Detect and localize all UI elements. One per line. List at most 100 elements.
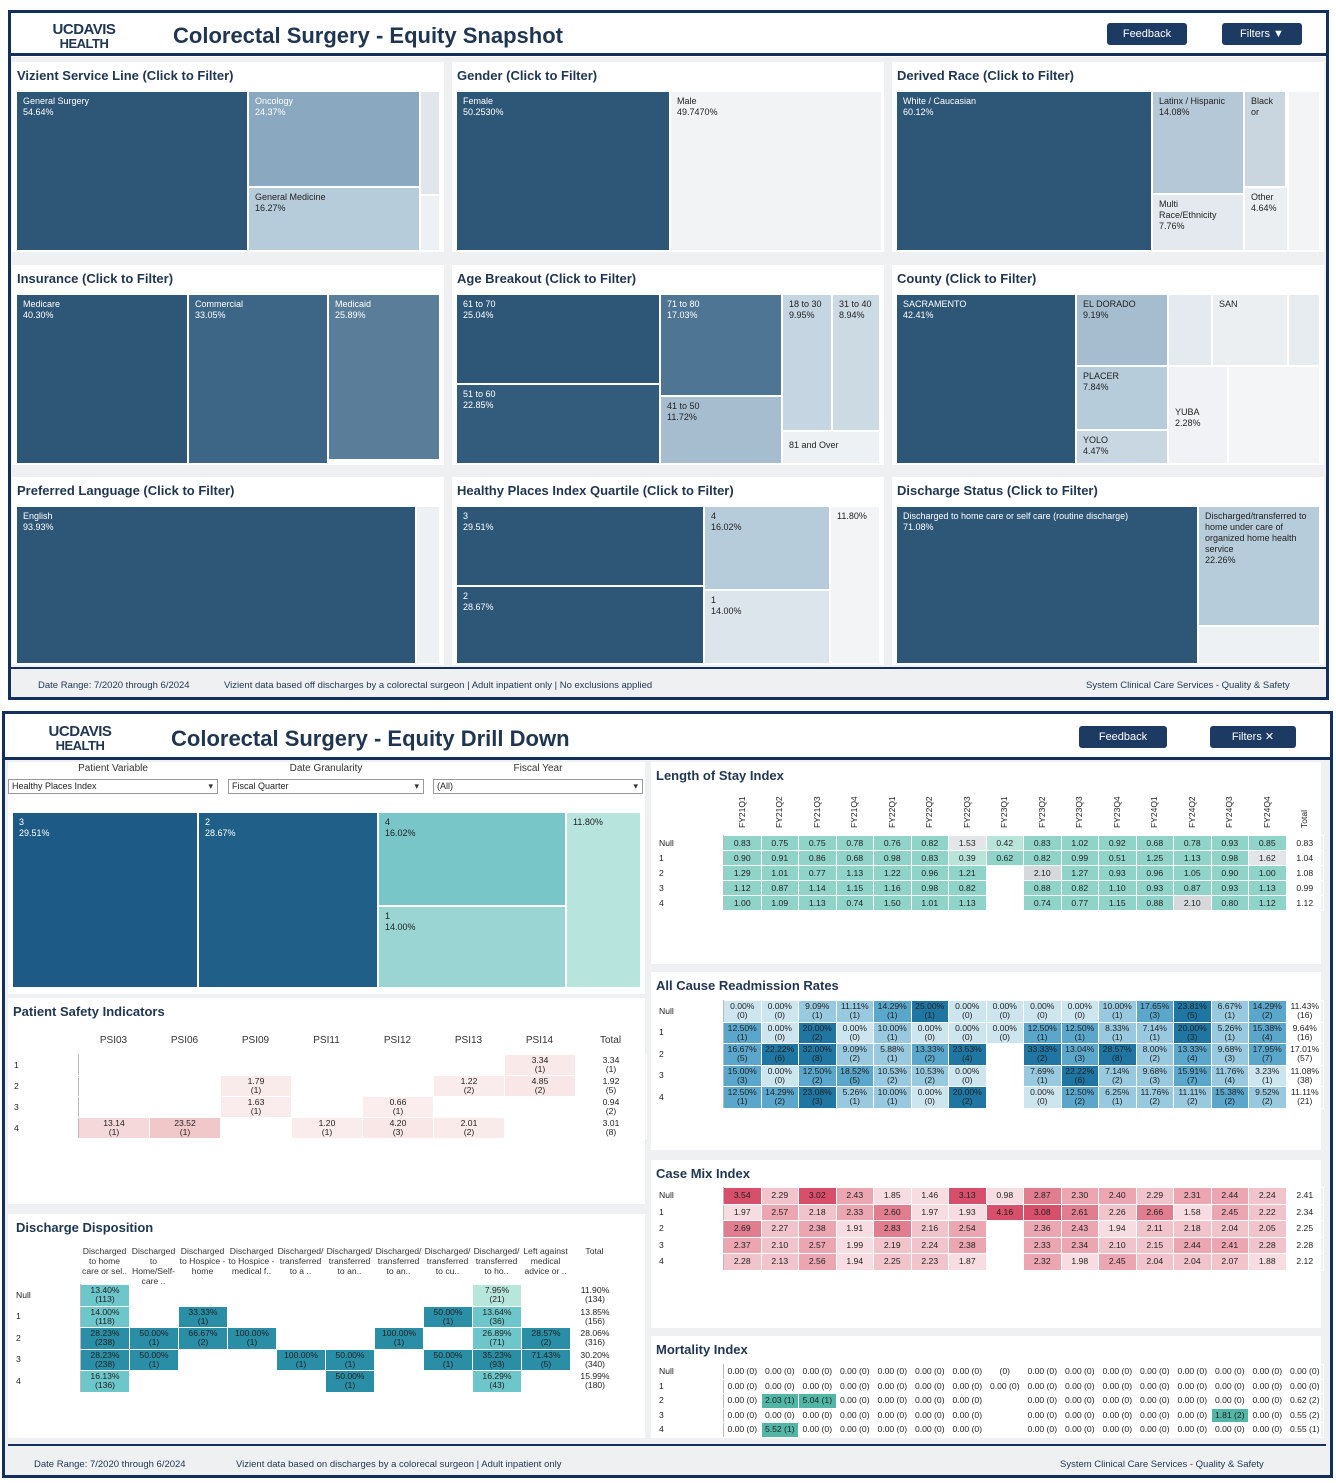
table-cell[interactable]: 2.10 — [1173, 895, 1212, 911]
table-cell[interactable]: 0.94 (2) — [575, 1096, 647, 1118]
table-cell[interactable] — [178, 1348, 228, 1371]
table-cell[interactable] — [423, 1327, 473, 1350]
table-cell[interactable]: 4.85 (2) — [504, 1075, 576, 1097]
table-cell[interactable]: 2.41 — [1285, 1187, 1324, 1205]
table-cell[interactable]: 20.00% (2) — [948, 1086, 987, 1109]
table-cell[interactable]: 1.98 — [1060, 1253, 1099, 1271]
table-cell[interactable]: 0.00 (0) — [1060, 1393, 1099, 1409]
table-cell[interactable]: 15.91% (7) — [1173, 1064, 1212, 1087]
table-cell[interactable]: 2.15 — [1135, 1236, 1174, 1254]
table-cell[interactable]: 0.39 — [948, 850, 987, 866]
table-cell[interactable]: 0.86 — [798, 850, 837, 866]
table-cell[interactable]: 0.00 (0) — [873, 1407, 912, 1423]
treemap-tile[interactable]: Other 4.64% — [1244, 187, 1288, 251]
table-cell[interactable]: 11.76% (4) — [1210, 1064, 1249, 1087]
table-cell[interactable]: 2.12 — [1285, 1253, 1324, 1271]
table-cell[interactable]: 0.42 — [985, 835, 1024, 851]
table-cell[interactable]: 0.00 (0) — [1023, 1393, 1062, 1409]
treemap-tile[interactable]: 1 14.00% — [704, 590, 830, 664]
table-cell[interactable]: 0.00 (0) — [910, 1422, 949, 1438]
table-cell[interactable]: 0.85 — [1248, 835, 1287, 851]
table-cell[interactable]: 2.04 — [1210, 1220, 1249, 1238]
column-header[interactable]: Discharged/ transferred to cu.. — [424, 1246, 471, 1276]
table-cell[interactable]: 12.50% (2) — [1060, 1086, 1099, 1109]
treemap-tile[interactable]: General Medicine 16.27% — [248, 187, 420, 251]
treemap-tile[interactable] — [1168, 294, 1212, 366]
table-cell[interactable]: 10.00% (1) — [873, 1086, 912, 1109]
table-cell[interactable] — [985, 865, 1024, 881]
table-cell[interactable]: 2.57 — [760, 1203, 799, 1221]
table-cell[interactable]: 3.13 — [948, 1187, 987, 1205]
table-cell[interactable]: 0.00 (0) — [1023, 1422, 1062, 1438]
table-cell[interactable]: 0.78 — [835, 835, 874, 851]
table-cell[interactable]: 2.25 — [873, 1253, 912, 1271]
table-cell[interactable]: 17.95% (7) — [1248, 1043, 1287, 1066]
table-cell[interactable]: 0.00 (0) — [760, 1378, 799, 1394]
treemap-tile[interactable]: White / Caucasian 60.12% — [896, 91, 1152, 251]
treemap-tile[interactable]: PLACER 7.84% — [1076, 366, 1168, 430]
treemap-tile[interactable]: 2 28.67% — [198, 812, 378, 988]
table-cell[interactable]: 0.00 (0) — [1060, 1407, 1099, 1423]
table-cell[interactable] — [325, 1327, 375, 1350]
column-header[interactable]: Discharged/ transferred to an.. — [326, 1246, 373, 1276]
treemap-tile[interactable]: 11.80% — [566, 812, 641, 988]
table-cell[interactable]: 3.34 (1) — [504, 1054, 576, 1076]
table-cell[interactable] — [227, 1284, 277, 1307]
table-cell[interactable]: 0.00 (0) — [910, 1364, 949, 1380]
table-cell[interactable]: 1.01 — [760, 865, 799, 881]
table-cell[interactable]: 2.03 (1) — [760, 1393, 799, 1409]
table-cell[interactable]: 1.25 — [1135, 850, 1174, 866]
table-cell[interactable] — [985, 1393, 1024, 1409]
table-cell[interactable]: 66.67% (2) — [178, 1327, 228, 1350]
treemap-tile[interactable]: Male 49.7470% — [670, 91, 882, 251]
table-cell[interactable]: 0.00 (0) — [835, 1422, 874, 1438]
column-header[interactable]: FY24Q3 — [1224, 796, 1235, 828]
treemap-tile[interactable]: 71 to 80 17.03% — [660, 294, 782, 396]
race-panel[interactable]: Derived Race (Click to Filter) White / C… — [892, 62, 1324, 252]
table-cell[interactable] — [178, 1370, 228, 1393]
table-cell[interactable]: 5.26% (1) — [835, 1086, 874, 1109]
table-cell[interactable]: 0.68 — [835, 850, 874, 866]
table-cell[interactable]: 0.00 (0) — [910, 1393, 949, 1409]
table-cell[interactable] — [149, 1096, 221, 1118]
table-cell[interactable] — [985, 1253, 1024, 1271]
table-cell[interactable]: 0.93 — [1210, 835, 1249, 851]
column-header[interactable]: FY24Q2 — [1186, 796, 1197, 828]
table-cell[interactable]: 0.00 (0) — [1173, 1422, 1212, 1438]
table-cell[interactable]: 0.00 (0) — [1210, 1393, 1249, 1409]
table-cell[interactable]: 17.01% (57) — [1285, 1043, 1324, 1066]
table-cell[interactable]: 0.00 (0) — [948, 1364, 987, 1380]
table-cell[interactable]: 0.00% (0) — [760, 1021, 799, 1044]
treemap-tile[interactable] — [1288, 294, 1320, 366]
discharge-status-panel[interactable]: Discharge Status (Click to Filter) Disch… — [892, 477, 1324, 665]
table-cell[interactable]: 2.32 — [1023, 1253, 1062, 1271]
table-cell[interactable]: 50.00% (1) — [325, 1348, 375, 1371]
table-cell[interactable]: 15.00% (3) — [723, 1064, 762, 1087]
table-cell[interactable]: 2.25 — [1285, 1220, 1324, 1238]
treemap-tile[interactable] — [420, 195, 440, 251]
table-cell[interactable]: 0.00 (0) — [798, 1378, 837, 1394]
table-cell[interactable]: 12.50% (2) — [798, 1064, 837, 1087]
table-cell[interactable]: 1.87 — [948, 1253, 987, 1271]
table-cell[interactable]: 0.00 (0) — [835, 1407, 874, 1423]
table-cell[interactable]: 0.00 (0) — [1098, 1422, 1137, 1438]
table-cell[interactable]: 3.01 (8) — [575, 1117, 647, 1139]
table-cell[interactable] — [374, 1284, 424, 1307]
table-cell[interactable]: 0.00 (0) — [1098, 1393, 1137, 1409]
table-cell[interactable]: 28.57% (2) — [521, 1327, 571, 1350]
table-cell[interactable]: 1.13 — [1173, 850, 1212, 866]
table-cell[interactable] — [985, 895, 1024, 911]
table-cell[interactable]: 100.00% (1) — [276, 1348, 326, 1371]
table-cell[interactable]: 33.33% (1) — [178, 1305, 228, 1328]
table-cell[interactable]: 23.52 (1) — [149, 1117, 221, 1139]
table-cell[interactable] — [433, 1096, 505, 1118]
table-cell[interactable]: 0.66 (1) — [362, 1096, 434, 1118]
treemap-tile[interactable]: 4 16.02% — [378, 812, 566, 906]
table-cell[interactable]: 5.52 (1) — [760, 1422, 799, 1438]
table-cell[interactable]: 0.00 (0) — [1098, 1378, 1137, 1394]
table-cell[interactable]: 0.00 (0) — [835, 1378, 874, 1394]
table-cell[interactable]: 0.00 (0) — [1248, 1378, 1287, 1394]
column-header[interactable]: PSI11 — [313, 1035, 340, 1046]
table-cell[interactable]: 0.82 — [910, 835, 949, 851]
table-cell[interactable]: 1.92 (5) — [575, 1075, 647, 1097]
